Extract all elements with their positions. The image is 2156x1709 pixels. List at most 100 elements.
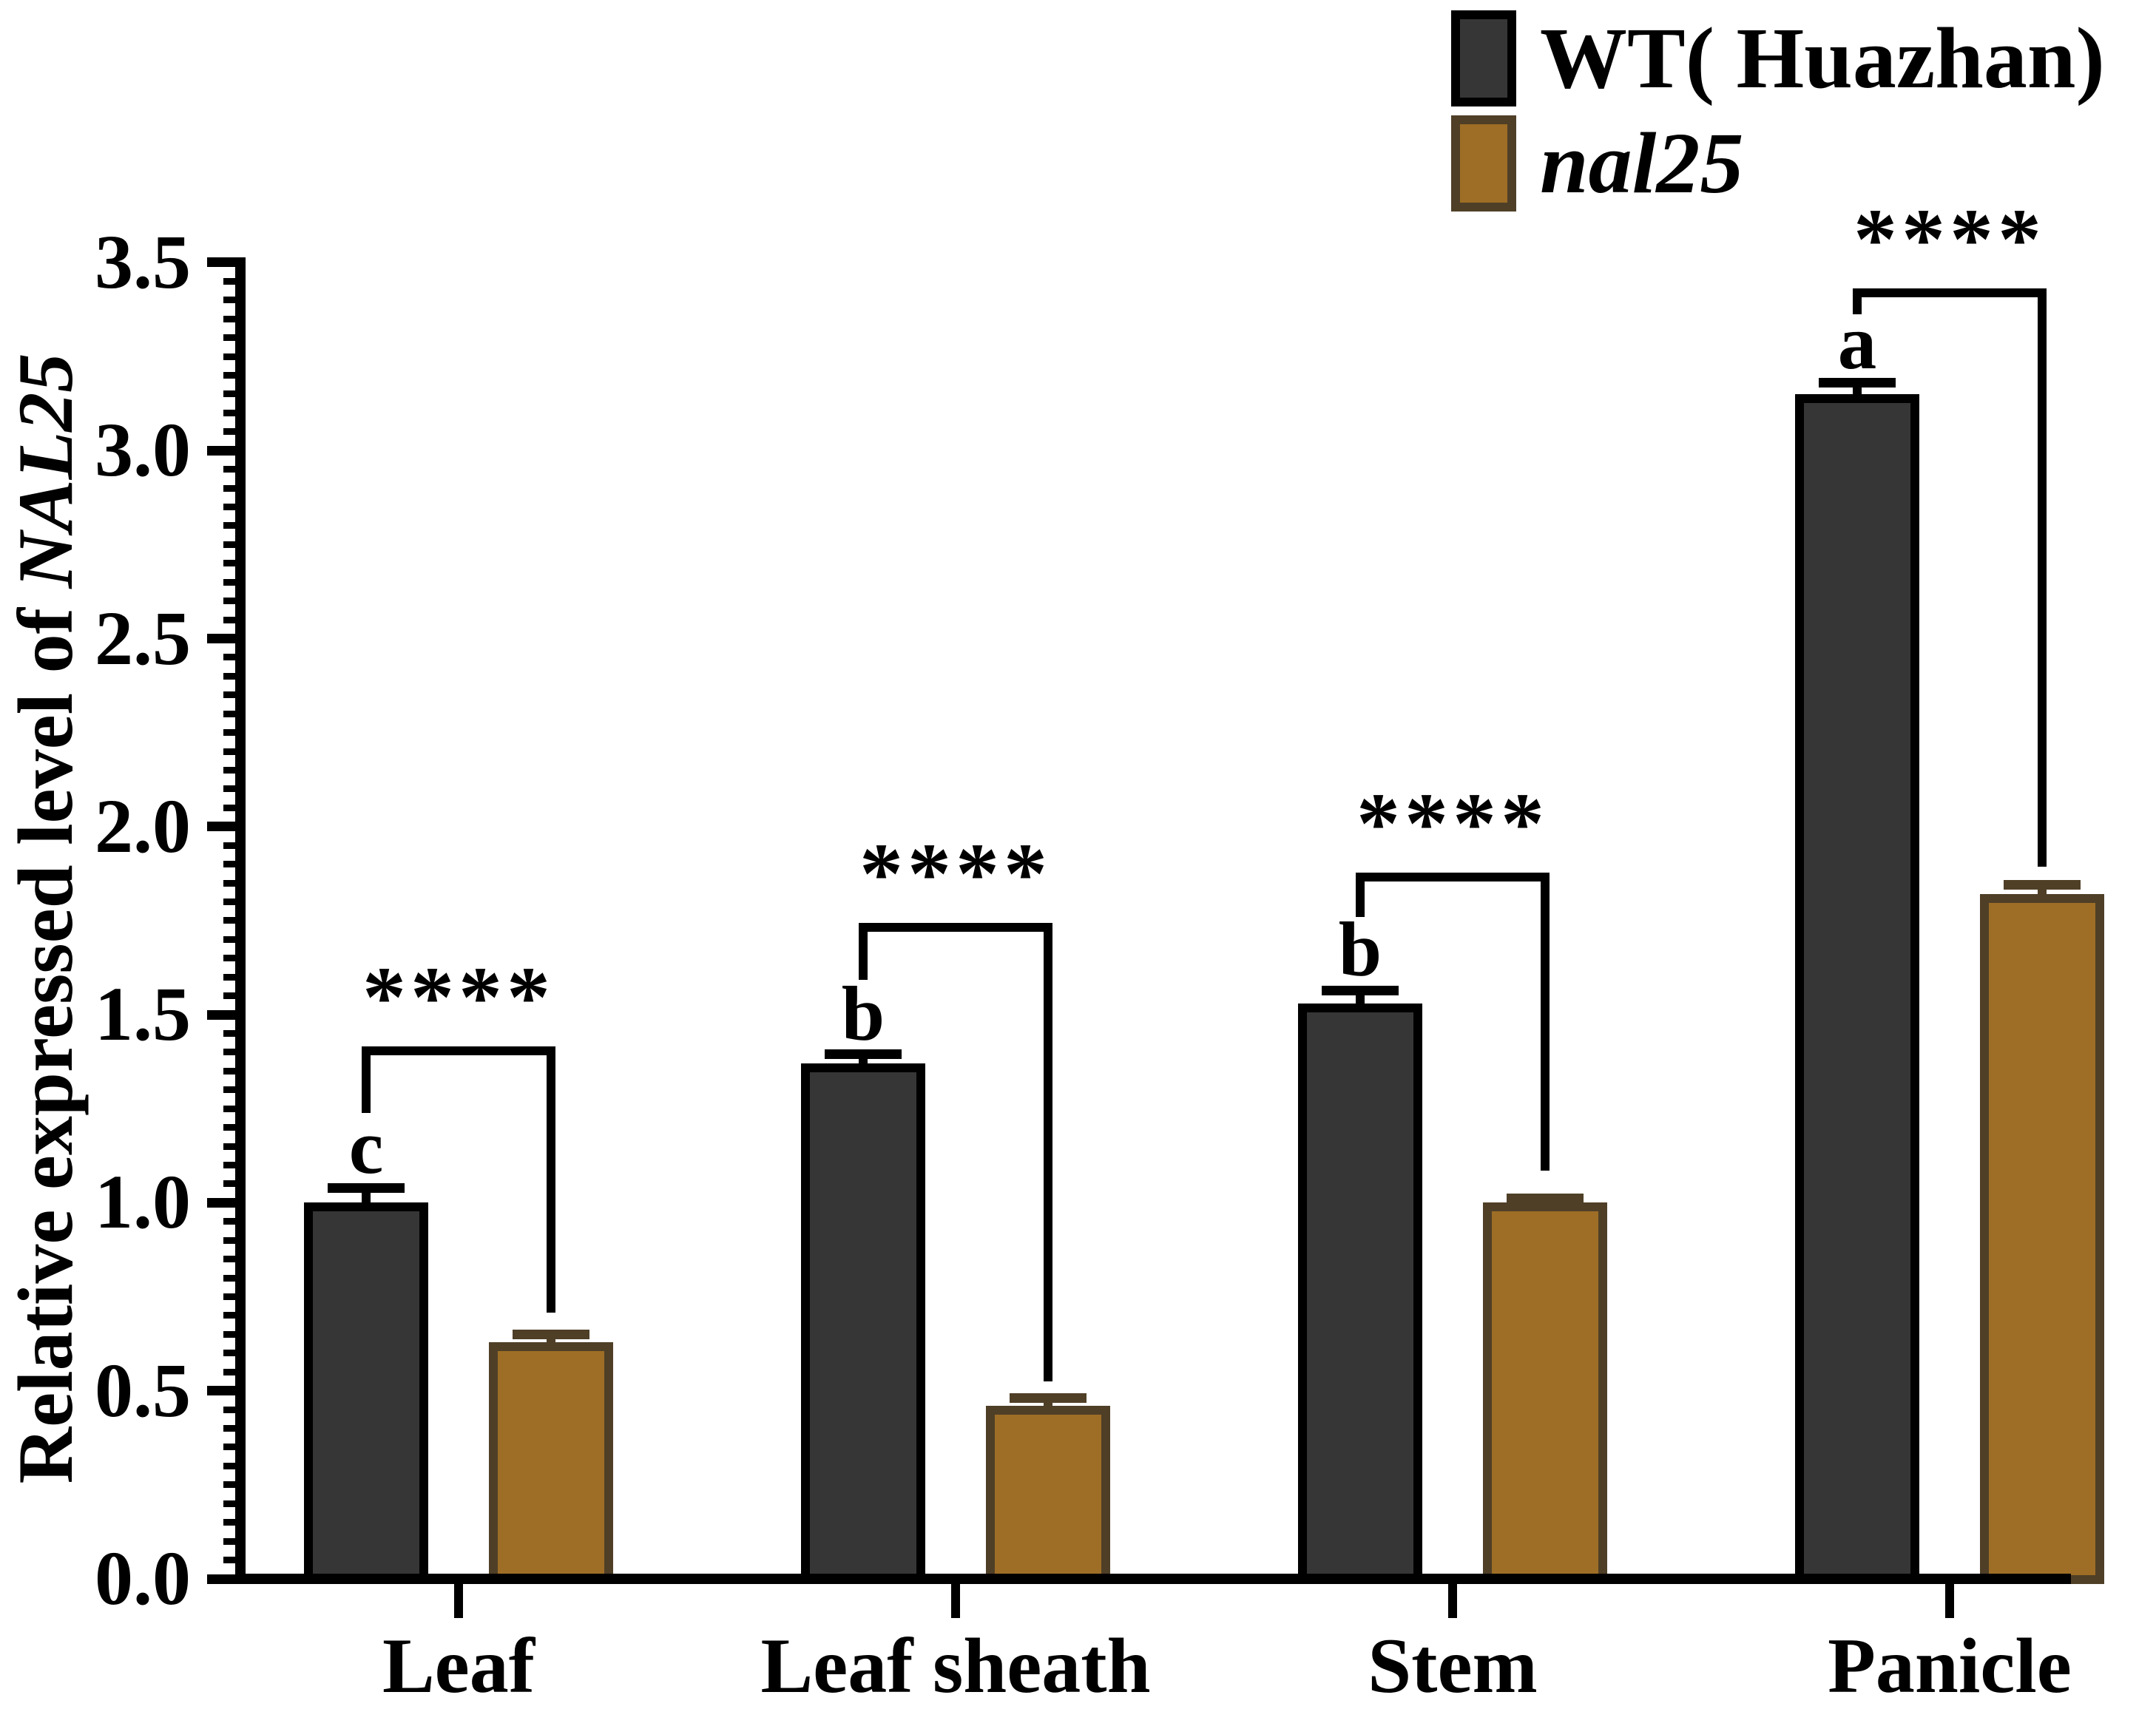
- y-axis-minor-tick: [223, 654, 240, 661]
- y-axis-minor-tick: [223, 1406, 240, 1413]
- bar-wt-leaf-sheath: [801, 1063, 925, 1584]
- group-letter-label: a: [1837, 298, 1877, 385]
- y-axis-minor-tick: [223, 672, 240, 680]
- y-axis-minor-tick: [223, 861, 240, 868]
- legend: WT( Huazhan) nal25: [1451, 10, 2105, 220]
- y-axis-tick-label: 0.0: [95, 1536, 191, 1621]
- y-axis-minor-tick: [223, 1049, 240, 1056]
- y-axis-minor-tick: [223, 1368, 240, 1375]
- y-axis-minor-tick: [223, 729, 240, 737]
- bar-wt-leaf: [304, 1202, 428, 1584]
- y-axis-minor-tick: [223, 691, 240, 699]
- y-axis-major-tick: [207, 257, 240, 268]
- y-axis-minor-tick: [223, 334, 240, 342]
- y-axis-tick-label: 3.0: [95, 407, 191, 493]
- y-axis-minor-tick: [223, 428, 240, 436]
- legend-label-nal25: nal25: [1540, 115, 1744, 211]
- y-axis-minor-tick: [223, 1462, 240, 1469]
- y-axis-minor-tick: [223, 1350, 240, 1357]
- y-axis-tick-label: 2.5: [95, 595, 191, 681]
- y-axis-minor-tick: [223, 466, 240, 473]
- error-bar-cap: [1322, 985, 1399, 995]
- y-axis-minor-tick: [223, 1236, 240, 1244]
- y-axis-minor-tick: [223, 804, 240, 811]
- y-axis-minor-tick: [223, 917, 240, 924]
- sig-bracket-horizontal: [362, 1046, 555, 1055]
- y-axis-minor-tick: [223, 748, 240, 755]
- group-letter-label: b: [841, 969, 885, 1057]
- x-axis-category-label: Leaf: [382, 1622, 535, 1709]
- x-axis-category-label: Stem: [1368, 1622, 1538, 1709]
- y-axis-minor-tick: [223, 616, 240, 623]
- sig-stars-label: ****: [1356, 775, 1549, 872]
- error-bar-cap: [1507, 1193, 1584, 1203]
- y-axis-minor-tick: [223, 710, 240, 717]
- y-axis-minor-tick: [223, 992, 240, 1000]
- y-axis-minor-tick: [223, 484, 240, 492]
- x-axis-category-tick: [1945, 1584, 1954, 1618]
- y-axis-minor-tick: [223, 503, 240, 510]
- sig-stars-label: ****: [859, 825, 1052, 922]
- y-axis-major-tick: [207, 634, 240, 643]
- x-axis-line: [235, 1574, 2071, 1584]
- x-axis-category-tick: [1448, 1584, 1457, 1618]
- y-axis-tick-label: 0.5: [95, 1347, 191, 1433]
- y-axis-minor-tick: [223, 842, 240, 849]
- error-bar-cap: [825, 1049, 902, 1059]
- y-axis-minor-tick: [223, 785, 240, 793]
- error-bar-cap: [513, 1329, 589, 1339]
- y-axis-minor-tick: [223, 1425, 240, 1432]
- y-axis-minor-tick: [223, 1067, 240, 1075]
- group-letter-label: c: [348, 1103, 384, 1191]
- y-axis-minor-tick: [223, 371, 240, 379]
- x-axis-category-label: Leaf sheath: [760, 1622, 1151, 1709]
- y-axis-minor-tick: [223, 899, 240, 906]
- y-axis-title-text: Relative expressed level of: [2, 588, 89, 1484]
- sig-bracket-horizontal: [1356, 873, 1550, 881]
- y-axis-minor-tick: [223, 1500, 240, 1507]
- legend-item-wt: WT( Huazhan): [1451, 10, 2105, 106]
- sig-bracket-right-leg: [1044, 923, 1052, 1381]
- y-axis-minor-tick: [223, 1519, 240, 1526]
- y-axis-minor-tick: [223, 1105, 240, 1112]
- y-axis-major-tick: [207, 1574, 240, 1584]
- y-axis-minor-tick: [223, 560, 240, 567]
- y-axis-minor-tick: [223, 1537, 240, 1545]
- y-axis-line: [235, 257, 246, 1584]
- sig-bracket-left-leg: [1356, 873, 1365, 917]
- sig-bracket-left-leg: [1853, 288, 1862, 314]
- error-bar-stem: [362, 1188, 371, 1208]
- y-axis-minor-tick: [223, 277, 240, 285]
- y-axis-minor-tick: [223, 1030, 240, 1038]
- y-axis-tick-label: 3.5: [95, 219, 191, 305]
- y-axis-minor-tick: [223, 541, 240, 548]
- y-axis-minor-tick: [223, 1293, 240, 1301]
- error-bar-cap: [2004, 880, 2081, 890]
- error-bar-cap: [1010, 1393, 1087, 1404]
- x-axis-category-tick: [454, 1584, 463, 1618]
- legend-swatch-nal25: [1451, 115, 1516, 211]
- y-axis-minor-tick: [223, 598, 240, 605]
- y-axis-minor-tick: [223, 409, 240, 416]
- y-axis-minor-tick: [223, 1330, 240, 1338]
- y-axis-title-gene: NAL25: [2, 353, 89, 589]
- y-axis-minor-tick: [223, 578, 240, 586]
- bar-nal25-leaf: [489, 1341, 613, 1584]
- y-axis-minor-tick: [223, 955, 240, 962]
- y-axis-minor-tick: [223, 1180, 240, 1188]
- sig-bracket-horizontal: [859, 923, 1052, 932]
- y-axis-major-tick: [207, 445, 240, 456]
- sig-stars-label: ****: [1853, 191, 2046, 288]
- legend-item-nal25: nal25: [1451, 115, 2105, 211]
- bar-nal25-panicle: [1980, 894, 2104, 1584]
- sig-bracket-left-leg: [362, 1046, 371, 1113]
- y-axis-major-tick: [207, 1197, 240, 1208]
- y-axis-major-tick: [207, 822, 240, 832]
- y-axis-minor-tick: [223, 390, 240, 398]
- y-axis-minor-tick: [223, 522, 240, 529]
- y-axis-minor-tick: [223, 767, 240, 774]
- y-axis-tick-label: 1.0: [95, 1160, 191, 1245]
- y-axis-minor-tick: [223, 1444, 240, 1451]
- y-axis-tick-label: 2.0: [95, 783, 191, 869]
